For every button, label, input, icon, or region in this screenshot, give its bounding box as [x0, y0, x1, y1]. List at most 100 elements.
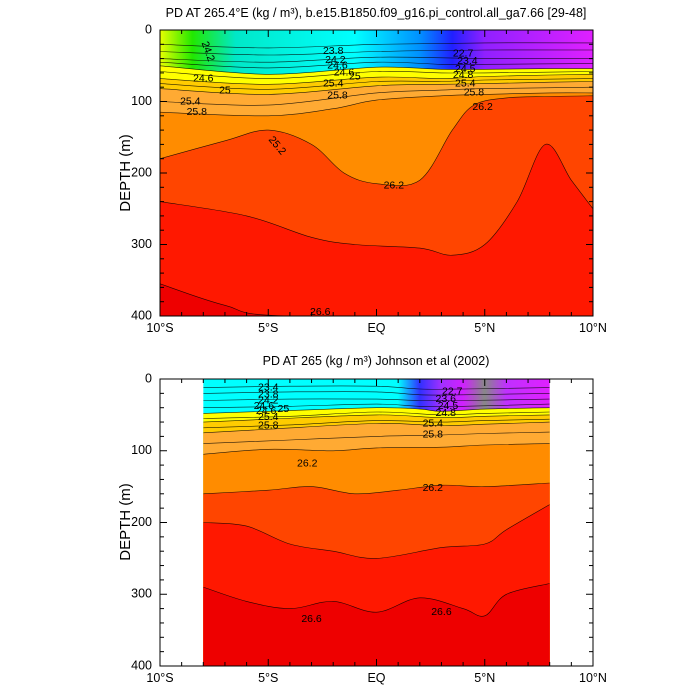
panel-title: PD AT 265.4°E (kg / m³), b.e15.B1850.f09… [166, 6, 587, 20]
contour-label: 24.2 [325, 54, 346, 66]
contour-label: 24.6 [254, 400, 275, 412]
contour-line [160, 49, 593, 56]
contour-fill-group [160, 30, 593, 316]
contour-line [203, 482, 550, 495]
contour-label: 25.4 [455, 77, 476, 89]
contour-label: 25.4 [423, 417, 444, 429]
contour-line [203, 583, 550, 617]
contour-label: 24.6 [256, 405, 277, 417]
contour-line [203, 403, 550, 408]
contour-label: 25.8 [187, 106, 208, 118]
contour-line [203, 391, 550, 396]
contour-line [160, 61, 593, 69]
plot-area: 24.2 23.824.224.624.62525.425.824.62525.4… [131, 22, 607, 335]
y-tick-label: 100 [131, 94, 152, 108]
contour-line [203, 443, 550, 455]
contour-fill [203, 583, 550, 666]
panel-title: PD AT 265 (kg / m³) Johnson et al (2002) [263, 354, 490, 368]
contour-line [203, 411, 550, 419]
contour-line [160, 86, 593, 106]
contour-label: 26.6 [301, 613, 322, 625]
y-tick-label: 300 [131, 237, 152, 251]
contour-label: 25.8 [327, 90, 348, 102]
x-tick-label: 5°N [474, 321, 495, 335]
x-tick-label: 5°S [258, 671, 278, 685]
contour-label: 25 [278, 403, 290, 415]
y-tick-label: 200 [131, 515, 152, 529]
contour-label: 25.4 [323, 77, 344, 89]
contour-label: 26.2 [297, 457, 318, 469]
x-tick-label: 10°S [146, 671, 173, 685]
plot-area: 23.423.824.224.624.6 2525.425.826.226.222… [131, 371, 607, 685]
y-tick-label: 300 [131, 587, 152, 601]
contour-label: 24.2 [258, 394, 279, 406]
x-axis: 10°S 5°S EQ 5°N 10°N [146, 30, 607, 335]
contour-line [203, 431, 550, 444]
contour-label: 26.6 [431, 606, 452, 618]
y-tick-label: 400 [131, 308, 152, 322]
panel-observations: PD AT 265 (kg / m³) Johnson et al (2002)… [117, 354, 607, 685]
contour-label: 23.4 [258, 381, 279, 393]
contour-label: 25 [349, 70, 361, 82]
contour-label: 24.6 [327, 60, 348, 72]
contour-line [203, 414, 550, 423]
contour-label: 25.4 [180, 95, 201, 107]
y-tick-label: 200 [131, 165, 152, 179]
contour-label: 24.8 [436, 407, 457, 419]
x-tick-label: EQ [367, 671, 385, 685]
contour-line [160, 74, 593, 85]
contour-line [160, 95, 593, 187]
contour-label: 23.6 [436, 393, 457, 405]
x-tick-label: 10°N [579, 321, 607, 335]
contour-label: 23.8 [258, 389, 279, 401]
contour-line [160, 92, 593, 117]
contour-label: 22.7 [442, 386, 463, 398]
contour-line [160, 78, 593, 90]
contour-label: 25.8 [423, 429, 444, 441]
x-tick-label: EQ [367, 321, 385, 335]
x-tick-label: 5°N [474, 671, 495, 685]
contour-line [160, 56, 593, 63]
contour-label: 24.6 [193, 72, 214, 84]
contour-line [160, 81, 593, 95]
contour-label: 26.6 [310, 306, 331, 318]
contour-line [160, 70, 593, 79]
contour-line [203, 421, 550, 434]
contour-label: 25.4 [258, 411, 279, 423]
contour-label: 24.5 [438, 400, 459, 412]
contour-line [160, 65, 593, 75]
contour-label: 23.8 [323, 45, 344, 57]
contour-label: 26.2 [384, 180, 405, 192]
contour-line [203, 418, 550, 429]
contour-label: 24.6 [334, 67, 355, 79]
contour-fill-group [203, 379, 550, 666]
contour-label: 26.2 [472, 101, 493, 113]
contour-label: 23.4 [457, 55, 478, 67]
contour-line [203, 398, 550, 402]
contour-label: 22.7 [453, 47, 474, 59]
contour-label: 25 [219, 85, 231, 97]
panel-model: PD AT 265.4°E (kg / m³), b.e15.B1850.f09… [117, 6, 607, 335]
y-tick-label: 400 [131, 658, 152, 672]
contour-label: 26.2 [423, 482, 444, 494]
x-axis: 10°S 5°S EQ 5°N 10°N [146, 379, 607, 685]
contour-line [160, 144, 593, 256]
x-tick-label: 10°N [579, 671, 607, 685]
x-tick-label: 10°S [146, 321, 173, 335]
y-axis: 0 100 200 300 400 [131, 371, 593, 672]
contour-fill [160, 144, 593, 316]
y-axis: 0 100 200 300 400 [131, 22, 593, 322]
contour-line [160, 283, 593, 316]
y-axis-label: DEPTH (m) [117, 134, 134, 212]
contour-line [203, 504, 550, 559]
contour-label: 24.8 [453, 69, 474, 81]
y-tick-label: 0 [145, 22, 152, 36]
contour-line [160, 42, 593, 49]
y-tick-label: 100 [131, 443, 152, 457]
contour-label: 24.5 [455, 63, 476, 75]
contour-line [203, 407, 550, 414]
contour-line [203, 385, 550, 390]
contour-label: 25.8 [464, 87, 485, 99]
contour-label: 25.8 [258, 419, 279, 431]
